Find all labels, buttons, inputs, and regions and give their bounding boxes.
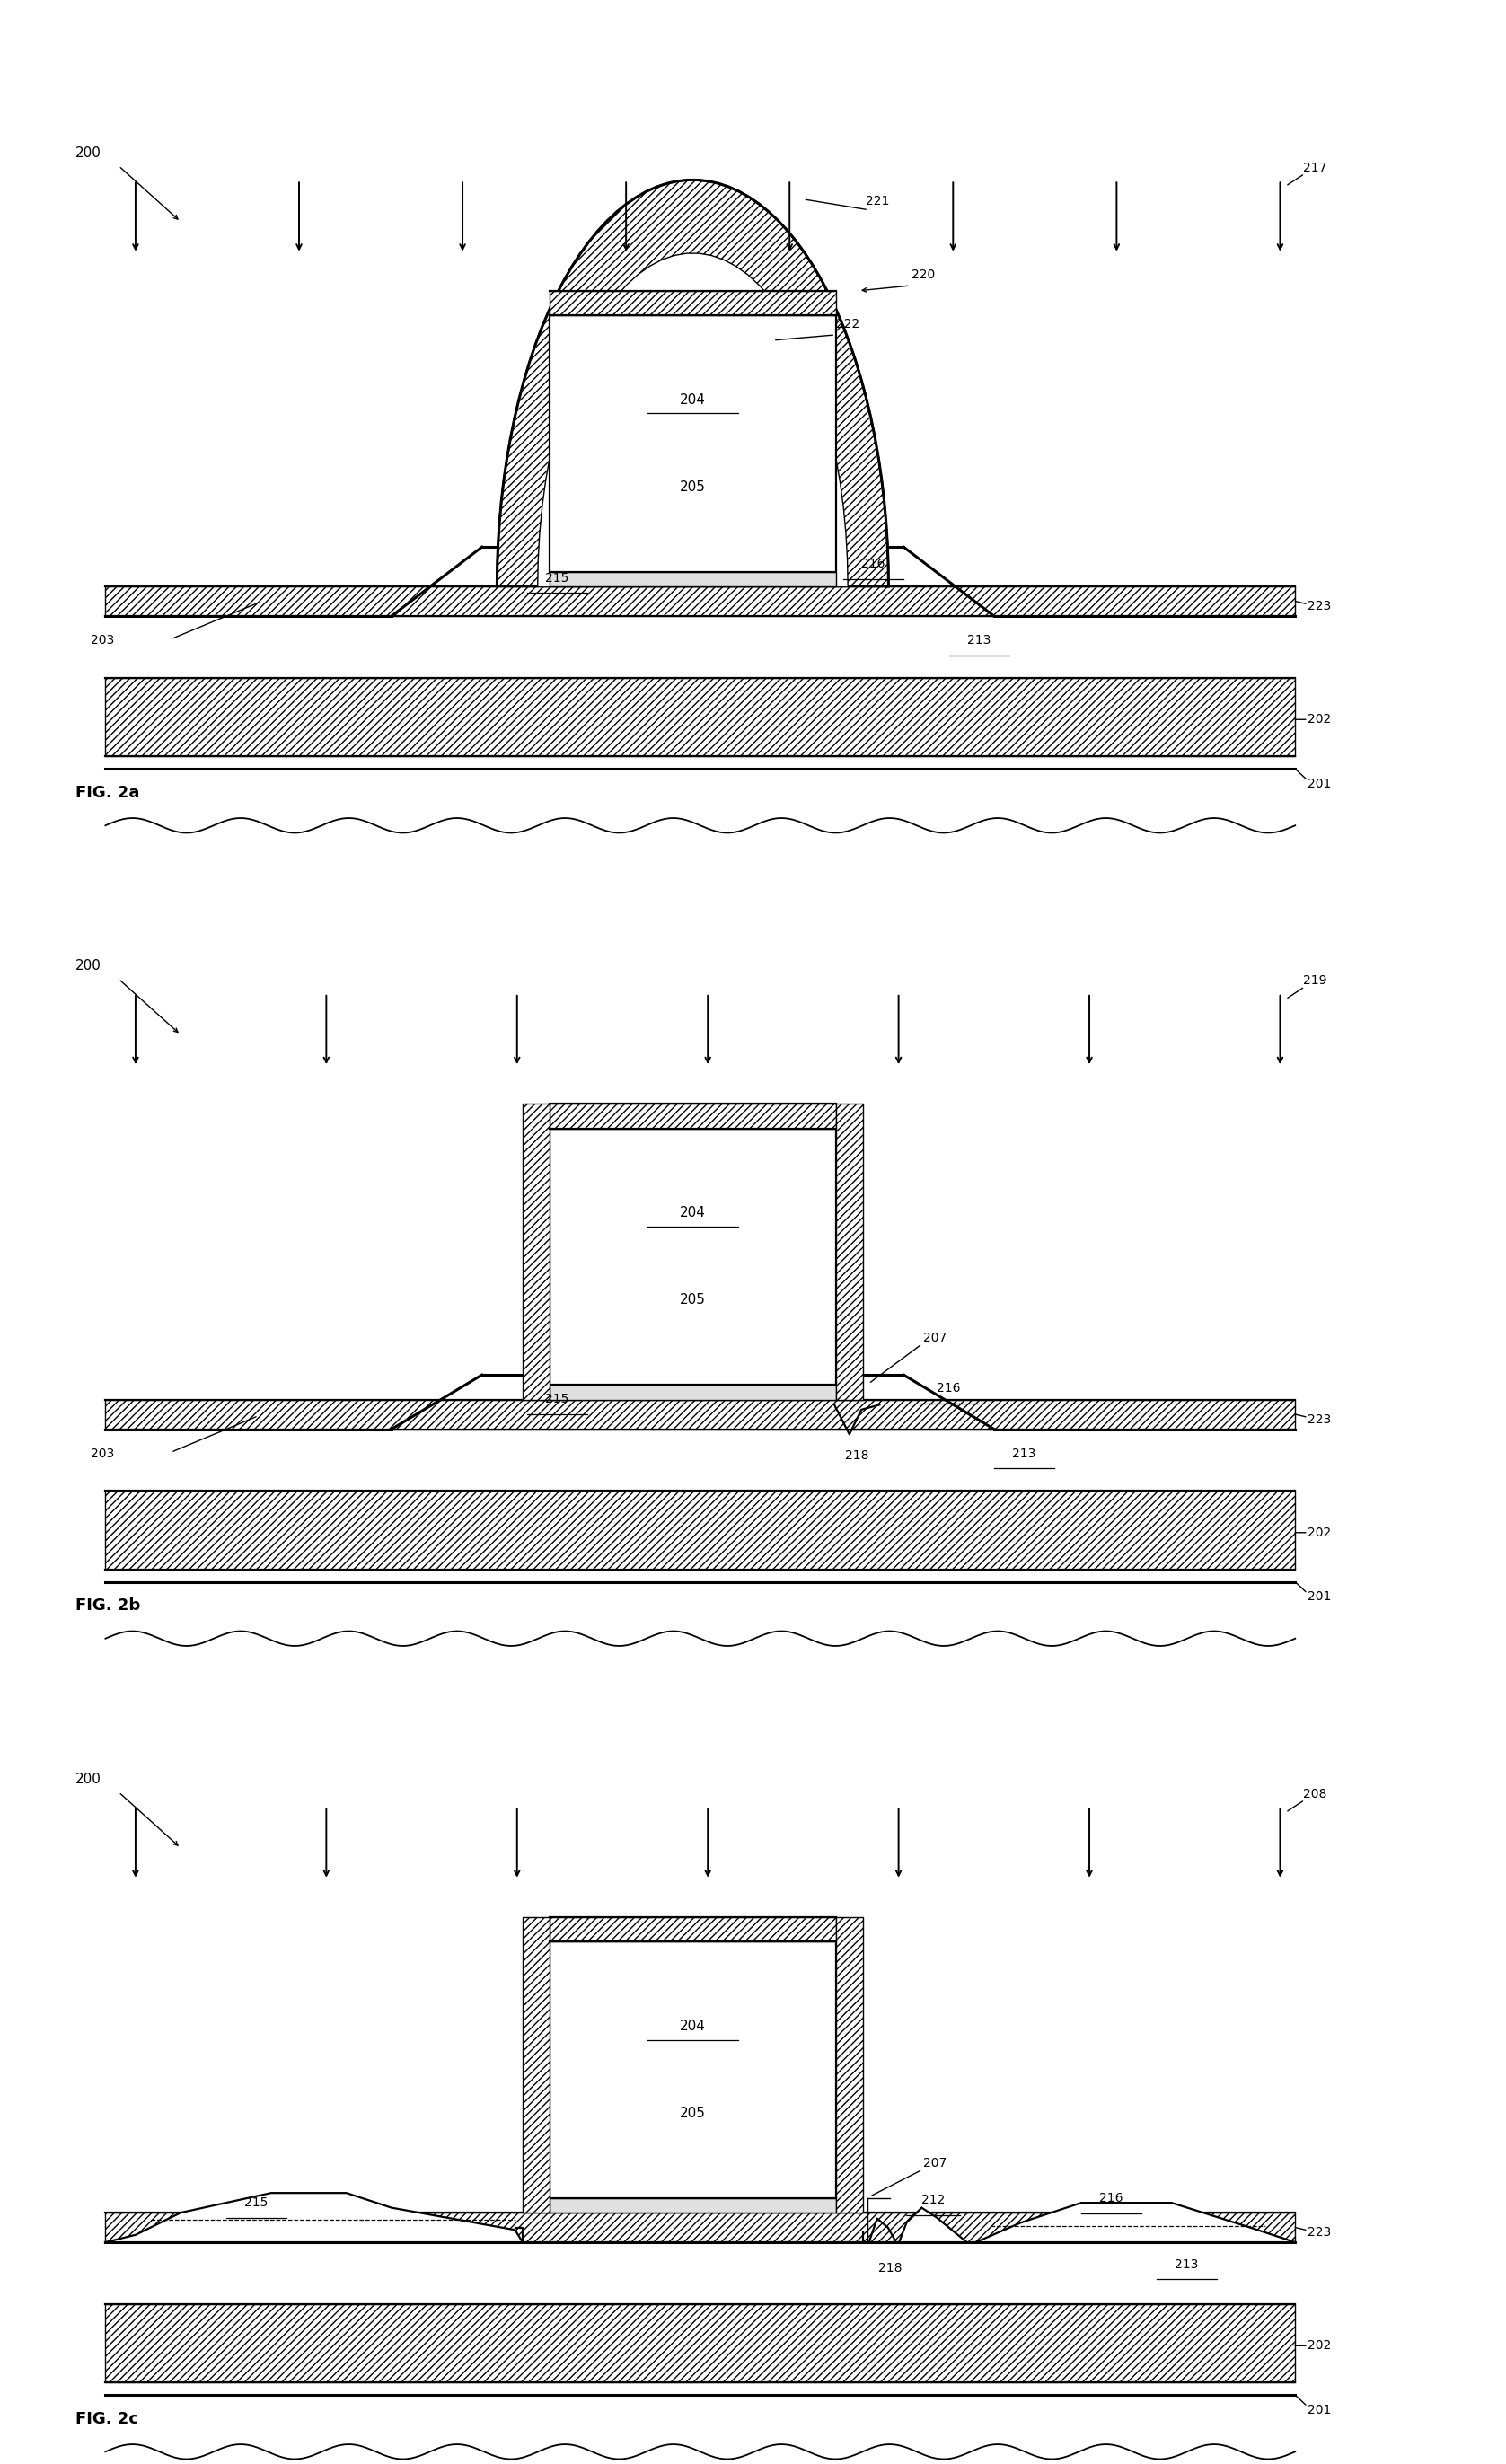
Text: 208: 208 — [1303, 1786, 1327, 1801]
Text: 212: 212 — [922, 2193, 944, 2208]
Text: 216: 216 — [1099, 2193, 1123, 2205]
Text: 203: 203 — [90, 1446, 114, 1461]
Text: 204: 204 — [679, 1207, 706, 1220]
Text: 219: 219 — [1303, 973, 1327, 988]
Text: 213: 213 — [1012, 1446, 1036, 1461]
Bar — [550, 572, 836, 586]
Text: FIG. 2a: FIG. 2a — [75, 784, 140, 801]
Text: 205: 205 — [679, 2107, 706, 2119]
Text: 201: 201 — [1307, 1589, 1331, 1604]
Text: 222: 222 — [836, 318, 860, 330]
Text: 220: 220 — [911, 269, 935, 281]
Polygon shape — [538, 254, 848, 586]
Text: 200: 200 — [75, 145, 101, 160]
Bar — [105, 2213, 1295, 2242]
Text: 223: 223 — [1307, 599, 1331, 614]
Bar — [105, 586, 1295, 616]
Bar — [550, 1942, 836, 2198]
Text: 215: 215 — [545, 1392, 569, 1404]
Text: 200: 200 — [75, 1772, 101, 1786]
Text: 202: 202 — [1307, 2338, 1331, 2353]
Bar — [523, 1917, 550, 2213]
Bar — [550, 2198, 836, 2213]
Text: 215: 215 — [244, 2195, 268, 2210]
Text: FIG. 2c: FIG. 2c — [75, 2410, 139, 2427]
Text: 204: 204 — [679, 394, 706, 407]
Bar — [550, 315, 836, 572]
Text: 205: 205 — [679, 1294, 706, 1306]
Text: 215: 215 — [545, 572, 569, 584]
Text: 202: 202 — [1307, 1525, 1331, 1540]
Text: 205: 205 — [679, 480, 706, 493]
Text: 207: 207 — [923, 1331, 947, 1345]
Polygon shape — [497, 180, 889, 586]
Bar — [550, 1917, 836, 1942]
Text: 223: 223 — [1307, 2225, 1331, 2240]
Text: 204: 204 — [679, 2020, 706, 2033]
Text: 200: 200 — [75, 958, 101, 973]
Text: 218: 218 — [845, 1449, 869, 1461]
Bar — [105, 1491, 1295, 1570]
Text: 213: 213 — [967, 633, 991, 648]
Text: 218: 218 — [878, 2262, 902, 2274]
Text: 207: 207 — [923, 2156, 947, 2171]
Bar — [105, 2304, 1295, 2383]
Text: 213: 213 — [1175, 2257, 1199, 2272]
Text: 202: 202 — [1307, 712, 1331, 727]
Text: 223: 223 — [1307, 1412, 1331, 1427]
Bar — [836, 1917, 863, 2213]
Bar — [550, 1385, 836, 1400]
Text: 216: 216 — [861, 557, 886, 572]
Polygon shape — [899, 2208, 967, 2242]
Polygon shape — [105, 2193, 523, 2242]
Bar — [105, 1400, 1295, 1429]
Text: 201: 201 — [1307, 2402, 1331, 2417]
Text: 201: 201 — [1307, 776, 1331, 791]
Text: 216: 216 — [937, 1382, 961, 1395]
Text: 221: 221 — [866, 195, 890, 207]
Bar — [550, 291, 836, 315]
Bar — [550, 1104, 836, 1129]
Bar — [550, 1129, 836, 1385]
Text: FIG. 2b: FIG. 2b — [75, 1597, 140, 1614]
Text: 203: 203 — [90, 633, 114, 648]
Bar — [523, 1104, 550, 1400]
Bar — [105, 678, 1295, 756]
Bar — [836, 1104, 863, 1400]
Text: 217: 217 — [1303, 160, 1327, 175]
Polygon shape — [976, 2203, 1295, 2242]
